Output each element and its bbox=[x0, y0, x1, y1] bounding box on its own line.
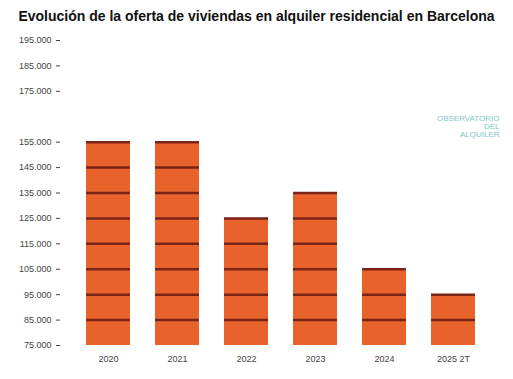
svg-text:2021: 2021 bbox=[167, 354, 187, 364]
svg-text:135.000: 135.000 bbox=[19, 188, 52, 198]
svg-text:2020: 2020 bbox=[98, 354, 118, 364]
svg-text:115.000: 115.000 bbox=[20, 239, 52, 249]
svg-text:155.000: 155.000 bbox=[19, 137, 52, 147]
svg-text:75.000: 75.000 bbox=[24, 340, 52, 350]
svg-text:195.000: 195.000 bbox=[19, 35, 52, 45]
svg-text:85.000: 85.000 bbox=[24, 315, 52, 325]
svg-text:145.000: 145.000 bbox=[19, 162, 52, 172]
svg-text:2023: 2023 bbox=[305, 354, 325, 364]
html-text:Evolución de la oferta de vivi: Evolución de la oferta de viviendas en a… bbox=[18, 8, 495, 24]
svg-text:125.000: 125.000 bbox=[19, 213, 52, 223]
svg-text:185.000: 185.000 bbox=[19, 61, 52, 71]
svg-text:2022: 2022 bbox=[236, 354, 256, 364]
svg-text:175.000: 175.000 bbox=[19, 86, 52, 96]
svg-text:OBSERVATORIODELALQUILER: OBSERVATORIODELALQUILER bbox=[437, 114, 500, 139]
svg-text:95.000: 95.000 bbox=[24, 290, 52, 300]
svg-text:105.000: 105.000 bbox=[19, 264, 52, 274]
svg-text:2025 2T: 2025 2T bbox=[437, 354, 471, 364]
svg-text:2024: 2024 bbox=[374, 354, 394, 364]
